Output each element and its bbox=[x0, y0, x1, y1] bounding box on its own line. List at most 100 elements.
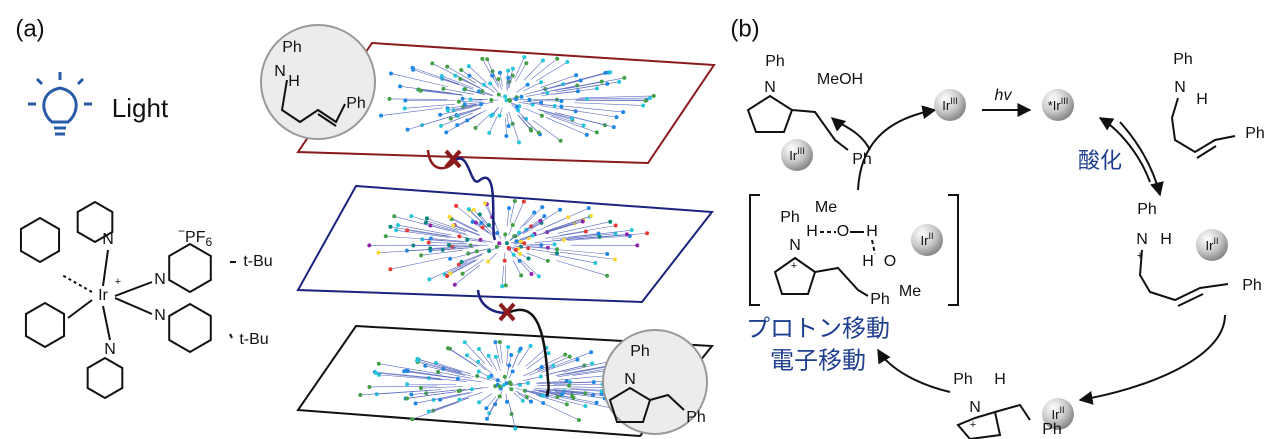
network-node bbox=[498, 114, 502, 118]
network-node bbox=[405, 396, 409, 400]
network-node bbox=[522, 241, 526, 245]
atom-label: N bbox=[274, 63, 286, 80]
network-node bbox=[465, 353, 469, 357]
network-node bbox=[427, 410, 431, 414]
oxidation-state: III bbox=[950, 96, 958, 106]
network-node bbox=[485, 417, 489, 421]
network-node bbox=[470, 387, 474, 391]
network-node bbox=[406, 128, 410, 132]
network-node bbox=[498, 71, 502, 75]
network-node bbox=[551, 364, 555, 368]
network-node bbox=[622, 76, 626, 80]
network-node bbox=[463, 340, 467, 344]
network-node bbox=[403, 98, 407, 102]
oxidation-state: III bbox=[797, 146, 805, 156]
network-node bbox=[445, 65, 449, 69]
network-node bbox=[595, 130, 599, 134]
network-node bbox=[479, 102, 483, 106]
network-node bbox=[517, 140, 521, 144]
atom-label: H bbox=[866, 223, 878, 240]
network-node bbox=[428, 224, 432, 228]
network-node bbox=[438, 398, 442, 402]
network-node bbox=[577, 418, 581, 422]
network-node bbox=[388, 267, 392, 271]
network-node bbox=[478, 212, 482, 216]
network-node bbox=[439, 124, 443, 128]
panel-label: (a) bbox=[15, 15, 44, 42]
network-node bbox=[531, 233, 535, 237]
network-node bbox=[477, 369, 481, 373]
atom-label: Ph bbox=[282, 39, 302, 56]
network-node bbox=[553, 242, 557, 246]
light-label: Light bbox=[112, 93, 169, 123]
network-node bbox=[461, 97, 465, 101]
network-node bbox=[522, 55, 526, 59]
network-node bbox=[484, 406, 488, 410]
network-node bbox=[415, 359, 419, 363]
network-node bbox=[511, 223, 515, 227]
network-node bbox=[469, 97, 473, 101]
network-node bbox=[502, 383, 506, 387]
network-node bbox=[498, 384, 502, 388]
atom-label: N bbox=[1174, 79, 1186, 96]
network-node bbox=[507, 246, 511, 250]
network-node bbox=[430, 61, 434, 65]
network-node bbox=[539, 243, 543, 247]
network-node bbox=[596, 232, 600, 236]
network-node bbox=[509, 387, 513, 391]
network-node bbox=[527, 256, 531, 260]
network-node bbox=[493, 340, 497, 344]
network-node bbox=[459, 68, 463, 72]
network-node bbox=[409, 214, 413, 218]
network-node bbox=[414, 401, 418, 405]
atom-label: Ph bbox=[765, 53, 785, 70]
network-node bbox=[392, 214, 396, 218]
ring bbox=[169, 304, 211, 352]
network-node bbox=[474, 221, 478, 225]
charge: − bbox=[178, 224, 185, 238]
network-node bbox=[483, 201, 487, 205]
network-node bbox=[487, 249, 491, 253]
network-node bbox=[477, 347, 481, 351]
network-node bbox=[465, 238, 469, 242]
network-node bbox=[498, 394, 502, 398]
atom-label: N bbox=[969, 399, 981, 416]
network-node bbox=[456, 377, 460, 381]
network-node bbox=[447, 243, 451, 247]
atom-label: Ir bbox=[98, 287, 108, 304]
network-node bbox=[595, 87, 599, 91]
atom-label: N bbox=[104, 341, 116, 358]
network-node bbox=[474, 126, 478, 130]
network-node bbox=[457, 389, 461, 393]
network-node bbox=[509, 382, 513, 386]
network-node bbox=[563, 353, 567, 357]
network-node bbox=[497, 92, 501, 96]
network-node bbox=[529, 272, 533, 276]
network-node bbox=[487, 131, 491, 135]
hbond bbox=[872, 240, 875, 254]
network-node bbox=[614, 224, 618, 228]
network-node bbox=[410, 417, 414, 421]
network-node bbox=[457, 234, 461, 238]
network-node bbox=[454, 204, 458, 208]
network-node bbox=[436, 370, 440, 374]
formula: PF bbox=[185, 229, 206, 246]
network-node bbox=[555, 251, 559, 255]
network-node bbox=[519, 273, 523, 277]
network-node bbox=[547, 351, 551, 355]
network-node bbox=[591, 393, 595, 397]
network-node bbox=[592, 380, 596, 384]
network-node bbox=[388, 225, 392, 229]
network-node bbox=[411, 68, 415, 72]
network-node bbox=[511, 67, 515, 71]
network-node bbox=[374, 371, 378, 375]
network-node bbox=[486, 260, 490, 264]
network-node bbox=[539, 80, 543, 84]
network-node bbox=[605, 82, 609, 86]
network-node bbox=[513, 427, 517, 431]
network-node bbox=[496, 77, 500, 81]
network-node bbox=[541, 59, 545, 63]
network-node bbox=[511, 369, 515, 373]
inset-top bbox=[261, 25, 375, 139]
atom-label: Ph bbox=[686, 409, 706, 426]
